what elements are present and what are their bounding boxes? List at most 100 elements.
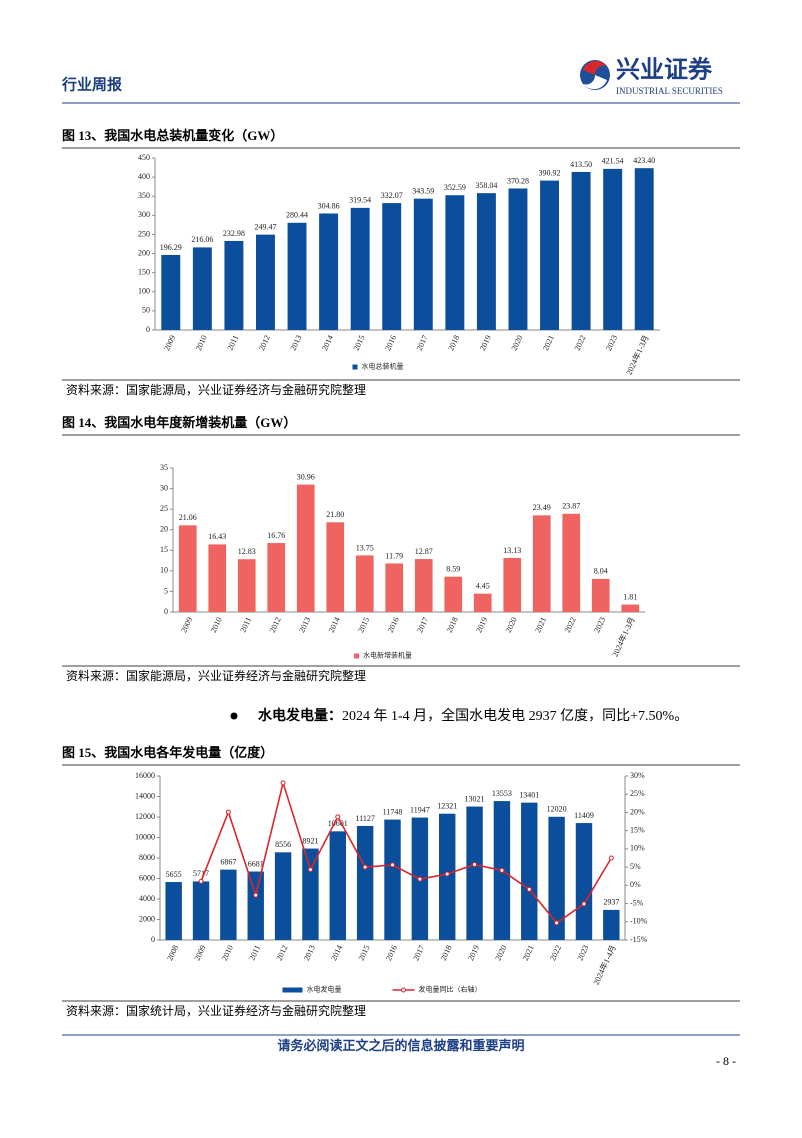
line-marker	[225, 809, 231, 815]
bar	[267, 543, 286, 612]
value-label: 11127	[355, 814, 374, 823]
x-tick-label: 2019	[466, 944, 481, 962]
bar	[192, 247, 212, 330]
x-tick-label: 2022	[563, 616, 578, 634]
bar	[521, 802, 538, 940]
y-tick-label: 350	[138, 191, 150, 200]
value-label: 390.92	[539, 168, 561, 177]
x-tick-label: 2014	[327, 616, 342, 634]
x-tick-label: 2015	[356, 616, 371, 634]
y2-tick-label: 0%	[630, 880, 641, 889]
bar	[571, 171, 591, 330]
bar	[256, 234, 275, 330]
y-tick-label: 35	[160, 463, 168, 472]
value-label: 216.06	[191, 235, 213, 244]
bar	[548, 816, 565, 940]
y-tick-label: 200	[138, 248, 150, 257]
x-tick-label: 2024年1-4月	[591, 943, 618, 986]
line-marker	[581, 901, 587, 907]
bar	[302, 848, 319, 940]
value-label: 232.98	[223, 229, 245, 238]
value-label: 8.04	[594, 567, 608, 576]
line-marker	[499, 867, 505, 873]
value-label: 5655	[166, 870, 182, 879]
y-tick-label: 2000	[139, 914, 155, 923]
value-label: 8556	[275, 840, 291, 849]
x-tick-label: 2018	[446, 334, 461, 352]
bar	[634, 168, 654, 330]
value-label: 358.04	[475, 181, 497, 190]
value-label: 13021	[465, 794, 485, 803]
bar	[562, 513, 581, 612]
value-label: 13.13	[503, 546, 521, 555]
value-label: 11409	[574, 811, 594, 820]
x-tick-label: 2023	[576, 944, 591, 962]
value-label: 12.87	[415, 547, 433, 556]
x-tick-label: 2022	[573, 334, 588, 352]
y-tick-label: 6000	[139, 873, 155, 882]
value-label: 11748	[383, 807, 403, 816]
value-label: 12020	[547, 805, 567, 814]
bar	[476, 193, 496, 330]
value-label: 249.47	[254, 222, 276, 231]
bar	[445, 195, 465, 330]
x-tick-label: 2017	[411, 944, 426, 962]
value-label: 8.59	[446, 564, 460, 573]
x-tick-label: 2016	[386, 616, 401, 634]
source: 资料来源：国家能源局，兴业证券经济与金融研究院整理	[66, 382, 366, 397]
bar	[444, 576, 463, 612]
value-label: 6867	[220, 857, 236, 866]
bar	[356, 825, 374, 940]
y-tick-label: 50	[142, 306, 150, 315]
legend-label: 水电发电量	[307, 985, 342, 994]
x-tick-label: 2009	[179, 616, 194, 634]
line-marker	[335, 814, 341, 820]
y-tick-label: 16000	[135, 771, 155, 780]
bar	[540, 180, 559, 330]
bar	[237, 559, 256, 612]
x-tick-label: 2019	[474, 616, 489, 634]
bar	[287, 222, 307, 330]
x-tick-label: 2018	[439, 944, 454, 962]
figure-title: 图 15、我国水电各年发电量（亿度）	[62, 745, 273, 760]
x-tick-label: 2010	[194, 334, 209, 352]
x-tick-label: 2008	[165, 944, 180, 962]
bar	[384, 819, 401, 940]
value-label: 280.44	[286, 211, 308, 220]
value-label: 352.59	[444, 183, 466, 192]
bar	[224, 240, 244, 330]
bar	[247, 871, 264, 940]
bar	[161, 254, 181, 330]
y2-tick-label: 20%	[630, 807, 645, 816]
line-marker	[444, 871, 450, 877]
y-tick-label: 8000	[139, 853, 155, 862]
bar	[350, 207, 370, 330]
y-tick-label: 4000	[139, 894, 155, 903]
bar	[591, 578, 610, 612]
y-tick-label: 0	[146, 325, 150, 334]
value-label: 30.96	[297, 472, 315, 481]
value-label: 413.50	[570, 160, 592, 169]
value-label: 16.43	[208, 532, 226, 541]
y-tick-label: 10	[160, 566, 168, 575]
line-marker	[390, 862, 395, 868]
bar	[385, 563, 404, 612]
value-label: 23.87	[562, 502, 580, 511]
bar	[165, 882, 182, 940]
x-tick-label: 2013	[297, 616, 312, 634]
page-number: - 8 -	[716, 1054, 736, 1068]
value-label: 4.45	[476, 582, 490, 591]
value-label: 16.76	[267, 531, 285, 540]
bar	[208, 544, 227, 612]
bar	[192, 881, 210, 940]
x-tick-label: 2009	[162, 334, 177, 352]
x-tick-label: 2017	[415, 334, 430, 352]
bar	[220, 869, 237, 940]
value-label: 304.86	[318, 201, 340, 210]
y-tick-label: 14000	[135, 791, 155, 800]
x-tick-label: 2014	[320, 334, 335, 352]
x-tick-label: 2011	[226, 334, 241, 352]
x-tick-label: 2011	[238, 616, 253, 634]
value-label: 5717	[193, 869, 209, 878]
logo-english: INDUSTRIAL SECURITIES	[616, 86, 723, 96]
